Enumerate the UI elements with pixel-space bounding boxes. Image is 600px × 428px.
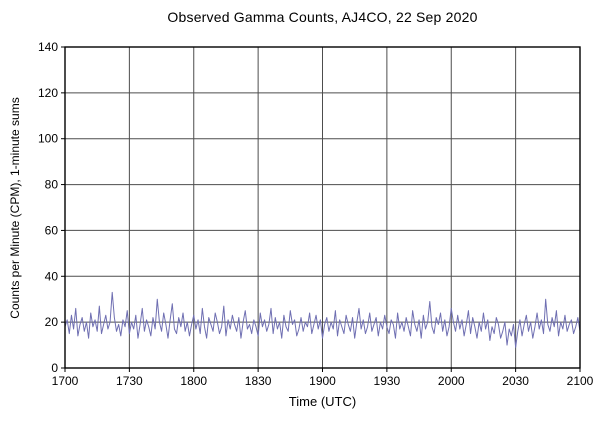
y-tick-label: 120 bbox=[38, 86, 58, 100]
y-tick-label: 0 bbox=[51, 361, 58, 375]
x-tick-label: 2030 bbox=[502, 374, 529, 388]
x-tick-label: 2000 bbox=[438, 374, 465, 388]
y-tick-label: 60 bbox=[45, 223, 59, 237]
y-tick-label: 100 bbox=[38, 132, 58, 146]
x-axis-label: Time (UTC) bbox=[288, 394, 357, 409]
y-tick-label: 40 bbox=[45, 269, 59, 283]
x-tick-label: 1800 bbox=[180, 374, 207, 388]
y-tick-label: 20 bbox=[45, 315, 59, 329]
x-tick-label: 1700 bbox=[52, 374, 79, 388]
y-axis-label: Counts per Minute (CPM), 1-minute sums bbox=[8, 97, 22, 319]
gamma-counts-line bbox=[64, 291, 581, 348]
x-tick-label: 1900 bbox=[309, 374, 336, 388]
x-tick-label: 1930 bbox=[374, 374, 401, 388]
y-tick-label: 80 bbox=[45, 178, 59, 192]
x-tick-label: 1730 bbox=[116, 374, 143, 388]
chart-title: Observed Gamma Counts, AJ4CO, 22 Sep 202… bbox=[167, 9, 478, 25]
x-tick-label: 1830 bbox=[245, 374, 272, 388]
y-tick-label: 140 bbox=[38, 40, 58, 54]
x-tick-label: 2100 bbox=[567, 374, 594, 388]
